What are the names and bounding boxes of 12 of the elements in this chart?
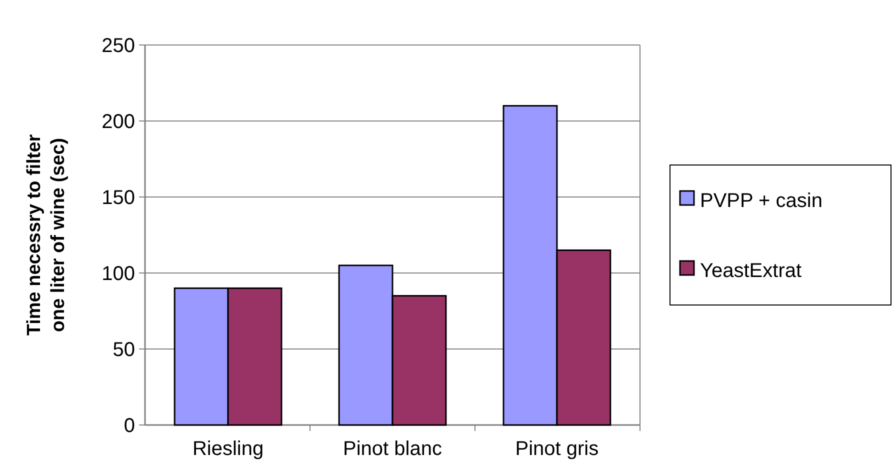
y-axis-title: Time necessry to filter one liter of wine (sec) [24,134,69,336]
x-tick-label: Pinot gris [515,438,599,460]
x-tick-label: Pinot blanc [343,438,442,460]
legend-label: PVPP + casin [700,190,822,212]
y-tick-label: 250 [102,35,135,57]
y-tick-label: 50 [112,339,135,361]
x-tick-label: Riesling [192,438,264,460]
y-tick-label: 0 [124,415,135,437]
legend-label: YeastExtrat [700,260,802,282]
y-tick-label: 100 [102,263,135,285]
y-tick-label: 150 [102,187,135,209]
y-tick-label: 200 [102,111,135,133]
